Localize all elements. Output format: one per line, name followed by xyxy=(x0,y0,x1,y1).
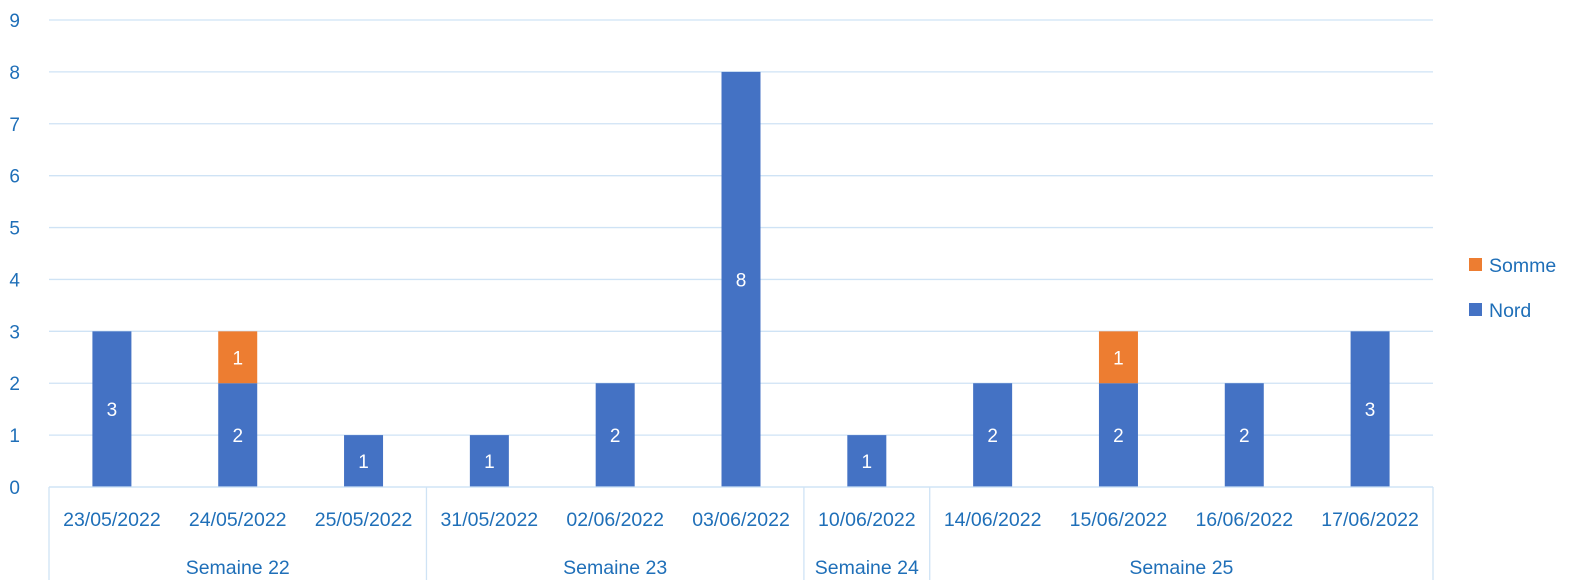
y-axis: 0 1 2 3 4 5 6 7 8 9 xyxy=(9,11,20,499)
bar-somme xyxy=(218,331,258,384)
bar-nord xyxy=(1098,383,1138,487)
bar-nord xyxy=(218,383,258,487)
x-axis: 23/05/2022 24/05/2022 25/05/2022 31/05/2022… xyxy=(48,486,1434,580)
bar-data-label: 3 xyxy=(107,400,118,421)
x-category-label: 16/06/2022 xyxy=(1195,509,1293,531)
x-group-label: Semaine 24 xyxy=(815,557,919,579)
bar-data-label: 1 xyxy=(1113,348,1124,369)
x-category-label: 17/06/2022 xyxy=(1321,509,1419,531)
bar-data-label: 1 xyxy=(232,348,243,369)
bar-data-label: 2 xyxy=(1239,426,1250,447)
bar-nord xyxy=(847,435,887,487)
y-tick-label: 9 xyxy=(9,11,20,32)
y-tick-label: 6 xyxy=(9,167,20,188)
bar-data-label: 8 xyxy=(736,270,747,291)
legend-label-nord: Nord xyxy=(1489,300,1531,322)
y-tick-label: 3 xyxy=(9,322,20,343)
bars: 3 2 1 1 1 2 8 1 2 2 1 2 3 xyxy=(92,71,1390,487)
legend: Somme Nord xyxy=(1469,255,1556,322)
x-category-label: 25/05/2022 xyxy=(315,509,413,531)
y-tick-label: 5 xyxy=(9,219,20,240)
bar-data-label: 3 xyxy=(1365,400,1376,421)
y-tick-label: 0 xyxy=(9,478,20,499)
x-category-label: 15/06/2022 xyxy=(1070,509,1168,531)
legend-swatch-somme xyxy=(1469,258,1482,271)
y-tick-label: 7 xyxy=(9,115,20,136)
bar-data-label: 2 xyxy=(610,426,621,447)
bar-data-label: 1 xyxy=(862,452,873,473)
y-tick-label: 4 xyxy=(9,270,20,291)
x-category-label: 31/05/2022 xyxy=(441,509,539,531)
bar-nord xyxy=(1350,331,1390,487)
bar-nord xyxy=(92,331,132,487)
x-group-label: Semaine 25 xyxy=(1129,557,1233,579)
bar-somme xyxy=(1098,331,1138,384)
x-group-label: Semaine 23 xyxy=(563,557,667,579)
legend-label-somme: Somme xyxy=(1489,255,1556,277)
x-category-label: 23/05/2022 xyxy=(63,509,161,531)
bar-data-label: 1 xyxy=(358,452,369,473)
bar-nord xyxy=(344,435,384,487)
bar-data-label: 2 xyxy=(987,426,998,447)
x-category-label: 02/06/2022 xyxy=(566,509,664,531)
bar-data-label: 1 xyxy=(484,452,495,473)
bar-data-label: 2 xyxy=(1113,426,1124,447)
bar-nord xyxy=(469,435,509,487)
bar-nord xyxy=(973,383,1013,487)
x-group-label: Semaine 22 xyxy=(186,557,290,579)
legend-swatch-nord xyxy=(1469,303,1482,316)
bar-data-label: 2 xyxy=(232,426,243,447)
bar-nord xyxy=(721,71,761,487)
x-category-label: 14/06/2022 xyxy=(944,509,1042,531)
bar-nord xyxy=(1224,383,1264,487)
x-category-label: 03/06/2022 xyxy=(692,509,790,531)
x-category-label: 10/06/2022 xyxy=(818,509,916,531)
y-tick-label: 2 xyxy=(9,374,20,395)
bar-nord xyxy=(595,383,635,487)
y-tick-label: 1 xyxy=(9,426,20,447)
x-category-label: 24/05/2022 xyxy=(189,509,287,531)
y-tick-label: 8 xyxy=(9,63,20,84)
